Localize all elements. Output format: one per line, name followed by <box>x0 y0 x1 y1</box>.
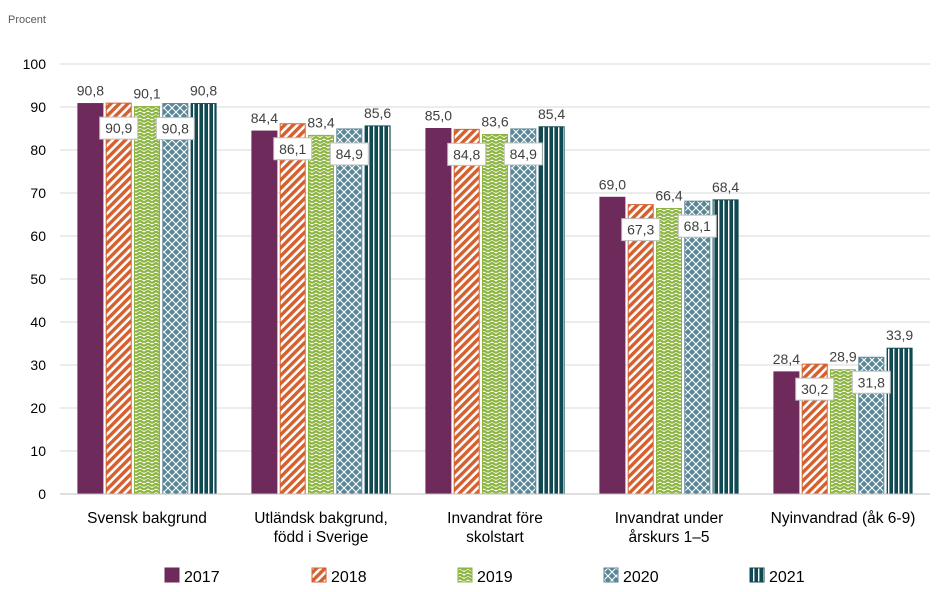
legend-label: 2018 <box>331 569 367 586</box>
y-tick-label: 10 <box>30 443 46 459</box>
category-label: Invandrat före <box>447 510 543 527</box>
data-label: 28,9 <box>829 349 856 365</box>
legend-swatch <box>164 567 180 583</box>
data-label: 83,6 <box>481 114 508 130</box>
bar-2020 <box>684 200 711 495</box>
legend-label: 2019 <box>477 569 513 586</box>
data-label: 67,3 <box>627 222 654 238</box>
category-labels: Svensk bakgrund Utländsk bakgrund, född i … <box>87 510 915 546</box>
data-label: 84,4 <box>251 110 278 126</box>
y-axis-title: Procent <box>8 14 46 26</box>
data-label: 86,1 <box>279 141 306 157</box>
legend-item-2018: 2018 <box>311 567 367 586</box>
bar-2021 <box>190 103 217 495</box>
category-label: årskurs 1–5 <box>629 529 710 546</box>
data-label-box <box>677 214 717 238</box>
data-label-box <box>503 142 543 166</box>
bar-2017 <box>773 371 800 495</box>
bar-2017 <box>425 128 452 495</box>
legend-swatch <box>311 567 327 583</box>
bar-2021 <box>538 126 565 495</box>
bar-2019 <box>482 134 508 495</box>
bar-2017 <box>599 196 626 495</box>
legend-label: 2020 <box>623 569 659 586</box>
legend-swatch <box>749 567 765 583</box>
data-label: 33,9 <box>886 327 913 343</box>
legend-label: 2021 <box>769 569 805 586</box>
y-tick-label: 50 <box>30 271 46 287</box>
data-label: 31,8 <box>858 374 885 390</box>
legend-swatch <box>603 567 619 583</box>
bar-2019 <box>308 134 334 495</box>
y-tick-label: 90 <box>30 99 46 115</box>
data-label: 90,8 <box>162 121 189 137</box>
legend-item-2021: 2021 <box>749 567 805 586</box>
data-label: 30,2 <box>801 381 828 397</box>
data-label: 90,9 <box>105 120 132 136</box>
data-label: 68,4 <box>712 179 739 195</box>
data-label: 90,8 <box>77 83 104 99</box>
bar-2020 <box>162 103 189 495</box>
y-tick-label: 80 <box>30 142 46 158</box>
bar-2019 <box>656 207 682 495</box>
legend-item-2020: 2020 <box>603 567 659 586</box>
category-label: född i Sverige <box>274 529 369 546</box>
category-label: Nyinvandrad (åk 6-9) <box>771 510 916 527</box>
data-label: 66,4 <box>655 187 682 203</box>
bar-2018 <box>453 128 480 495</box>
data-label: 90,1 <box>133 86 160 102</box>
bar-2021 <box>886 347 913 495</box>
legend-item-2019: 2019 <box>457 567 513 586</box>
bar-2018 <box>627 204 654 495</box>
legend: 2017 2018 2019 2020 2021 <box>164 567 805 586</box>
y-tick-label: 70 <box>30 185 46 201</box>
data-label-box <box>273 137 313 161</box>
data-label-box <box>621 218 661 242</box>
bar-2018 <box>279 123 306 495</box>
data-label-box <box>795 377 835 401</box>
bar-2020 <box>336 128 363 495</box>
data-label: 85,6 <box>364 105 391 121</box>
bar-2019 <box>830 369 856 495</box>
legend-swatch <box>457 567 473 583</box>
bar-2017 <box>77 103 104 495</box>
bar-2019 <box>134 106 160 495</box>
legend-item-2017: 2017 <box>164 567 220 586</box>
y-tick-label: 60 <box>30 228 46 244</box>
y-tick-label: 30 <box>30 357 46 373</box>
data-labels: 90,890,990,190,890,884,486,183,484,985,6… <box>77 83 913 401</box>
y-tick-label: 100 <box>23 56 47 72</box>
category-label: Utländsk bakgrund, <box>254 510 388 527</box>
data-label: 84,9 <box>336 146 363 162</box>
data-label-box <box>329 142 369 166</box>
y-tick-label: 0 <box>38 486 46 502</box>
data-label: 84,9 <box>510 146 537 162</box>
category-label: skolstart <box>466 529 524 546</box>
category-label: Invandrat under <box>615 510 724 527</box>
bar-2017 <box>251 130 278 495</box>
category-label: Svensk bakgrund <box>87 510 207 527</box>
data-label: 90,8 <box>190 83 217 99</box>
bar-2020 <box>510 128 537 495</box>
y-axis-ticks: 0 10 20 30 40 50 60 70 80 90 100 <box>23 56 47 502</box>
bar-groups <box>77 102 913 495</box>
data-label: 68,1 <box>684 218 711 234</box>
bar-2018 <box>105 102 132 495</box>
data-label-box <box>447 142 487 166</box>
data-label: 85,4 <box>538 106 565 122</box>
data-label-box <box>851 370 891 394</box>
data-label: 69,0 <box>599 176 626 192</box>
y-tick-label: 40 <box>30 314 46 330</box>
bar-2021 <box>364 125 391 495</box>
bar-2021 <box>712 199 739 495</box>
data-label: 85,0 <box>425 108 452 124</box>
data-label-box <box>155 117 195 141</box>
data-label: 83,4 <box>307 114 334 130</box>
data-label: 28,4 <box>773 351 800 367</box>
legend-label: 2017 <box>184 569 220 586</box>
y-tick-label: 20 <box>30 400 46 416</box>
data-label: 84,8 <box>453 146 480 162</box>
data-label-box <box>99 116 139 140</box>
